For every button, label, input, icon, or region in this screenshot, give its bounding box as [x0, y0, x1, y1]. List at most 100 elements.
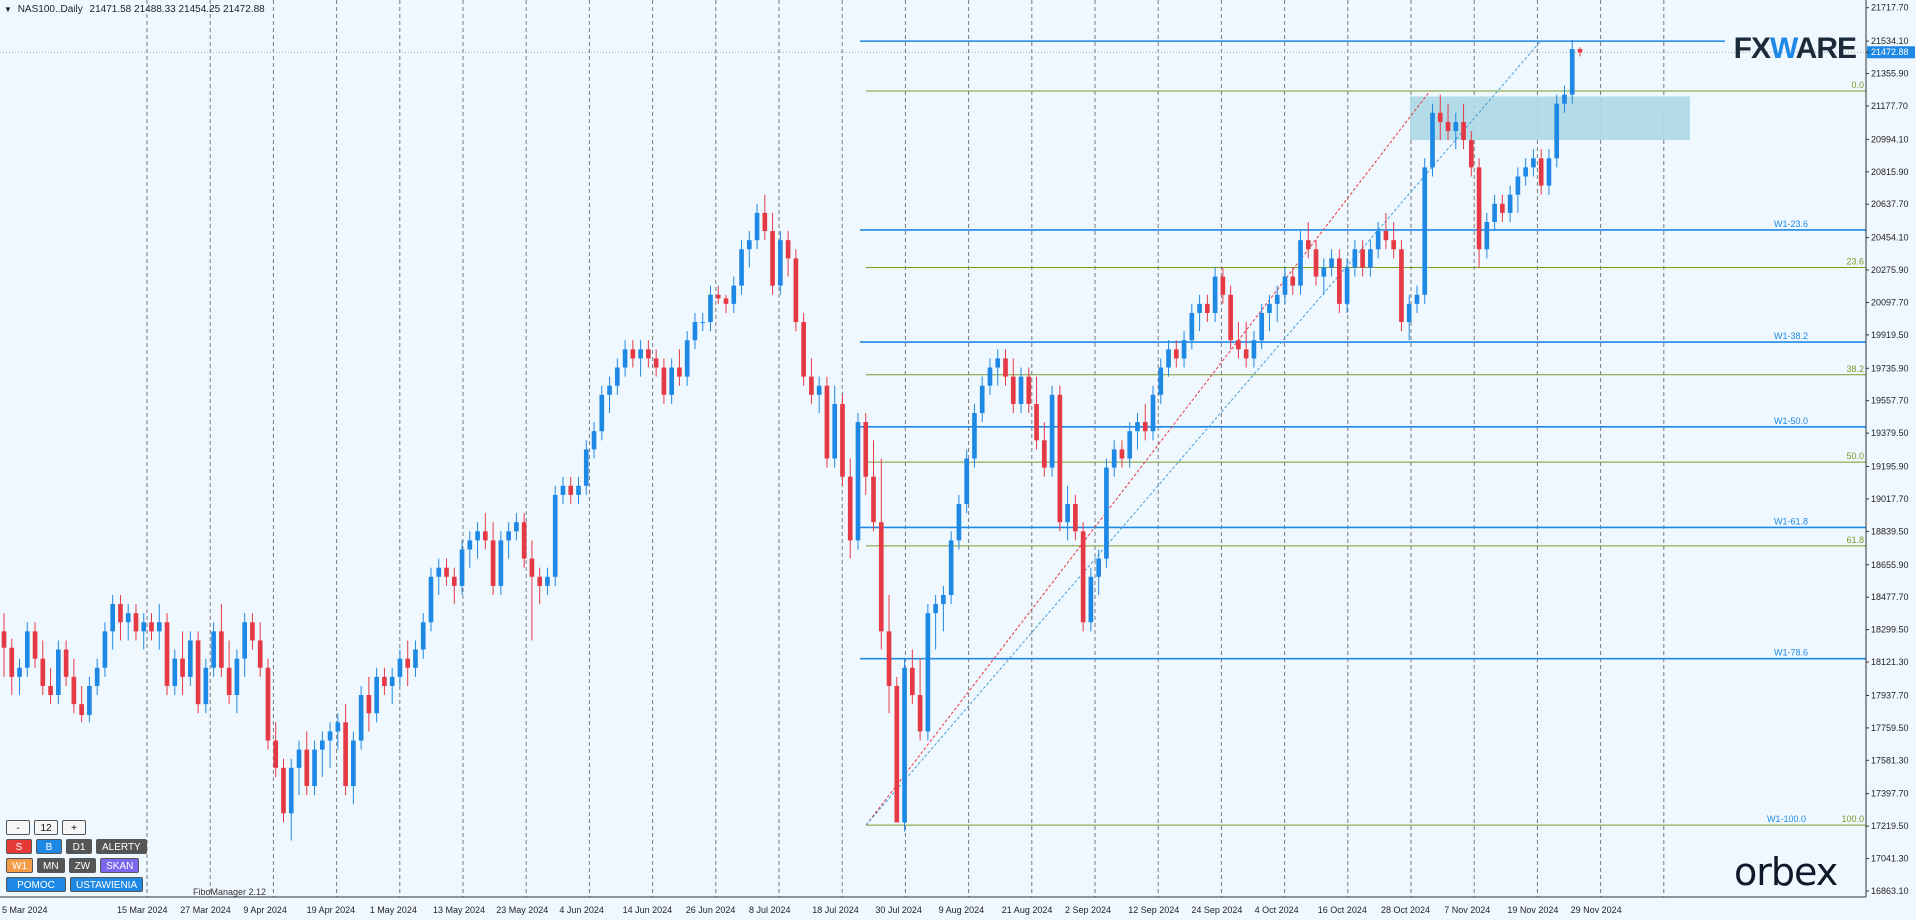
candle-body[interactable]: [746, 240, 752, 250]
candle-body[interactable]: [832, 403, 838, 459]
candle-body[interactable]: [545, 576, 550, 586]
candle-body[interactable]: [156, 622, 162, 632]
sell-button[interactable]: S: [6, 839, 32, 854]
candle-body[interactable]: [1313, 249, 1319, 277]
candle-body[interactable]: [964, 458, 970, 504]
candle-body[interactable]: [133, 613, 139, 632]
candle-body[interactable]: [187, 640, 193, 677]
candle-body[interactable]: [661, 367, 667, 395]
candle-body[interactable]: [1197, 303, 1202, 313]
candle-body[interactable]: [506, 531, 511, 541]
candle-body[interactable]: [902, 667, 907, 823]
candle-body[interactable]: [397, 658, 403, 677]
candle-body[interactable]: [1531, 158, 1536, 168]
candle-body[interactable]: [498, 540, 504, 586]
candle-body[interactable]: [1228, 294, 1233, 341]
candle-body[interactable]: [343, 722, 348, 787]
candle-body[interactable]: [257, 640, 263, 668]
candle-body[interactable]: [195, 640, 201, 705]
candle-body[interactable]: [219, 631, 224, 668]
candle-body[interactable]: [576, 485, 581, 495]
candle-body[interactable]: [1080, 531, 1086, 623]
zone-rectangle[interactable]: [1410, 96, 1690, 141]
candle-body[interactable]: [762, 212, 768, 232]
candle-body[interactable]: [149, 622, 154, 632]
candle-body[interactable]: [436, 567, 442, 577]
candle-body[interactable]: [234, 658, 240, 696]
candle-body[interactable]: [242, 622, 247, 659]
candle-body[interactable]: [1344, 267, 1350, 304]
candle-body[interactable]: [1476, 167, 1482, 250]
candle-body[interactable]: [886, 631, 892, 686]
settings-button[interactable]: USTAWIENIA: [70, 877, 144, 892]
candle-body[interactable]: [1360, 249, 1365, 268]
candle-body[interactable]: [599, 394, 605, 432]
candle-body[interactable]: [979, 385, 985, 414]
candle-body[interactable]: [871, 476, 876, 523]
candle-body[interactable]: [692, 322, 698, 341]
candle-body[interactable]: [1212, 276, 1218, 313]
candle-body[interactable]: [956, 503, 962, 541]
candle-body[interactable]: [1150, 394, 1156, 432]
candle-body[interactable]: [71, 676, 77, 705]
candle-body[interactable]: [1127, 431, 1133, 459]
minus-button[interactable]: -: [6, 820, 30, 835]
candle-body[interactable]: [405, 658, 411, 668]
candle-body[interactable]: [1538, 158, 1544, 186]
mn-button[interactable]: MN: [37, 858, 65, 873]
candle-body[interactable]: [1554, 103, 1560, 159]
candle-body[interactable]: [653, 358, 659, 368]
candle-body[interactable]: [1034, 403, 1039, 441]
candle-body[interactable]: [374, 676, 379, 714]
candle-body[interactable]: [669, 367, 674, 395]
candle-body[interactable]: [413, 649, 418, 668]
candle-body[interactable]: [529, 558, 535, 577]
candle-body[interactable]: [1018, 376, 1024, 404]
count-field[interactable]: 12: [34, 820, 58, 835]
candle-body[interactable]: [847, 476, 853, 541]
candle-body[interactable]: [1515, 176, 1521, 195]
candle-body[interactable]: [723, 298, 729, 304]
candle-body[interactable]: [1569, 49, 1575, 95]
candle-body[interactable]: [1026, 376, 1032, 404]
candle-body[interactable]: [1158, 367, 1164, 395]
candle-body[interactable]: [87, 685, 92, 716]
candle-body[interactable]: [319, 740, 325, 750]
candle-body[interactable]: [770, 231, 775, 286]
candle-body[interactable]: [708, 294, 713, 323]
candle-body[interactable]: [1461, 121, 1466, 141]
candle-body[interactable]: [1189, 312, 1195, 341]
candle-body[interactable]: [94, 667, 100, 686]
candle-body[interactable]: [684, 340, 690, 377]
candle-body[interactable]: [428, 576, 434, 623]
candle-body[interactable]: [1414, 294, 1420, 304]
candle-body[interactable]: [312, 749, 317, 787]
candle-body[interactable]: [250, 622, 255, 641]
candle-body[interactable]: [910, 667, 915, 696]
candle-body[interactable]: [1468, 140, 1474, 168]
candle-body[interactable]: [265, 667, 271, 741]
scan-button[interactable]: SKAN: [100, 858, 140, 873]
candle-body[interactable]: [1173, 349, 1179, 359]
candle-body[interactable]: [1445, 121, 1451, 132]
candle-body[interactable]: [1065, 503, 1070, 523]
candle-body[interactable]: [607, 385, 612, 395]
candle-body[interactable]: [1507, 194, 1513, 213]
candle-body[interactable]: [1492, 203, 1497, 222]
candle-body[interactable]: [514, 522, 519, 532]
help-button[interactable]: POMOC: [6, 877, 66, 892]
candle-body[interactable]: [389, 676, 395, 686]
candle-body[interactable]: [941, 594, 946, 605]
candle-body[interactable]: [855, 422, 861, 541]
candle-body[interactable]: [141, 622, 147, 632]
candle-body[interactable]: [17, 667, 22, 677]
candle-body[interactable]: [630, 349, 636, 359]
candle-body[interactable]: [211, 631, 216, 668]
candle-body[interactable]: [125, 613, 131, 623]
candle-body[interactable]: [335, 722, 341, 732]
candle-body[interactable]: [809, 376, 814, 395]
candle-body[interactable]: [304, 749, 310, 787]
candle-body[interactable]: [646, 349, 651, 359]
